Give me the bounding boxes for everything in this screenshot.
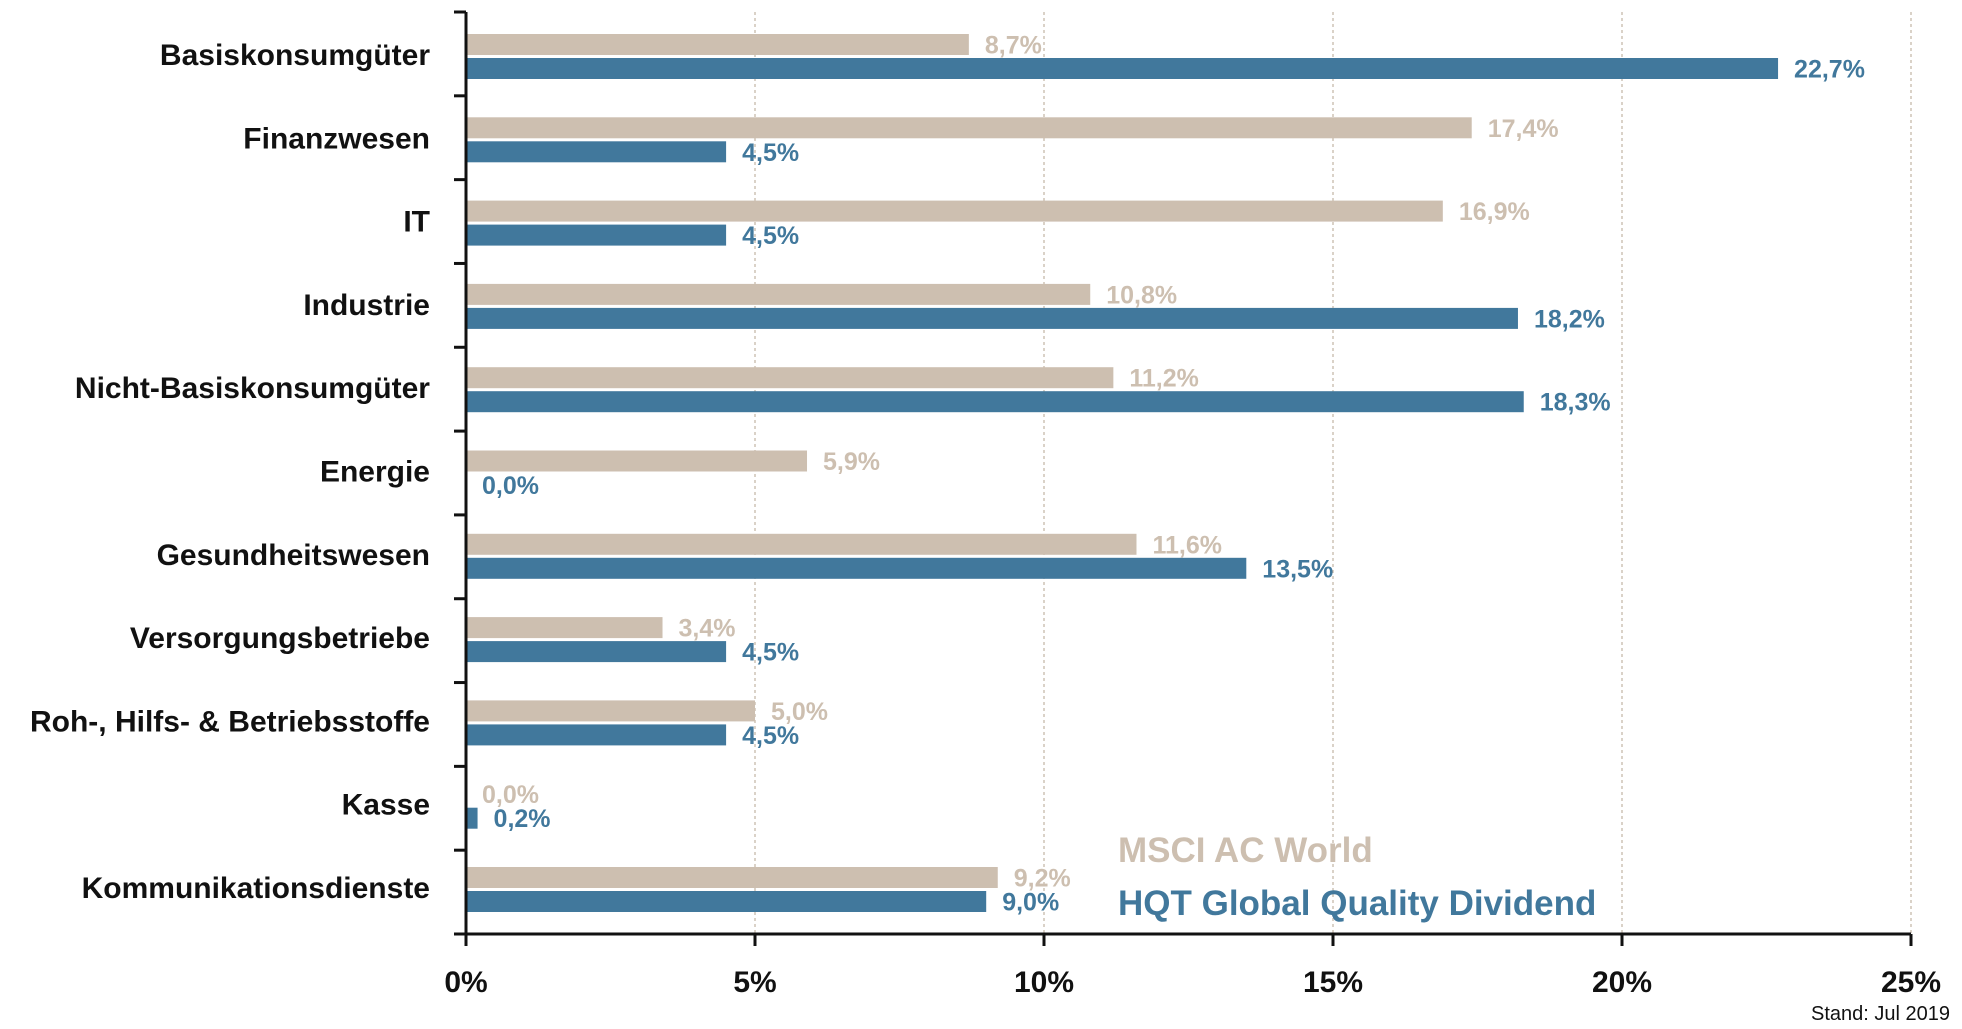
x-tick-label: 10% [1014, 966, 1074, 999]
footnote-date: Stand: Jul 2019 [1811, 1003, 1950, 1025]
grid-lines [754, 12, 1912, 934]
legend: MSCI AC World HQT Global Quality Dividen… [1118, 831, 1596, 923]
category-labels: Basiskonsumgüter Finanzwesen IT Industrie Ni… [30, 39, 430, 905]
value-label-hqt-global-quality-dividend-roh-hilfs-and-betriebsstoffe: 4,5% [742, 722, 799, 750]
bars [466, 34, 1779, 912]
category-label-it: IT [403, 206, 430, 239]
bar-hqt-global-quality-dividend-industrie [466, 307, 1518, 329]
value-label-hqt-global-quality-dividend-kasse: 0,2% [494, 805, 551, 833]
value-label-hqt-global-quality-dividend-basiskonsumgueter: 22,7% [1794, 56, 1865, 84]
bar-msci-ac-world-energie [466, 450, 808, 472]
bar-hqt-global-quality-dividend-kasse [466, 807, 478, 829]
category-label-energie: Energie [320, 456, 430, 489]
bar-msci-ac-world-finanzwesen [466, 117, 1472, 139]
value-label-hqt-global-quality-dividend-it: 4,5% [742, 222, 799, 250]
bar-msci-ac-world-industrie [466, 283, 1091, 305]
value-label-msci-ac-world-basiskonsumgueter: 8,7% [985, 32, 1042, 60]
value-label-msci-ac-world-kommunikationsdienste: 9,2% [1014, 865, 1071, 893]
category-label-gesundheitswesen: Gesundheitswesen [157, 539, 430, 572]
category-label-kasse: Kasse [342, 789, 430, 822]
x-tick-labels: 0% 5% 10% 15% 20% 25% [444, 966, 1941, 999]
x-tick-label: 5% [733, 966, 776, 999]
category-label-basiskonsumgueter: Basiskonsumgüter [160, 39, 430, 72]
value-label-msci-ac-world-industrie: 10,8% [1106, 281, 1177, 309]
bar-msci-ac-world-it [466, 200, 1443, 222]
bar-hqt-global-quality-dividend-roh-hilfs-and-betriebsstoffe [466, 724, 727, 746]
category-label-kommunikationsdienste: Kommunikationsdienste [82, 872, 430, 905]
value-label-msci-ac-world-roh-hilfs-and-betriebsstoffe: 5,0% [771, 698, 828, 726]
legend-entry-msci-ac-world: MSCI AC World [1118, 831, 1373, 870]
value-label-hqt-global-quality-dividend-industrie: 18,2% [1534, 305, 1605, 333]
value-label-msci-ac-world-gesundheitswesen: 11,6% [1152, 531, 1222, 559]
bar-hqt-global-quality-dividend-it [466, 224, 727, 246]
bar-hqt-global-quality-dividend-finanzwesen [466, 141, 727, 163]
value-label-hqt-global-quality-dividend-nicht-basiskonsumgueter: 18,3% [1540, 389, 1611, 417]
value-label-msci-ac-world-energie: 5,9% [823, 448, 880, 476]
value-label-msci-ac-world-versorgungsbetriebe: 3,4% [679, 615, 736, 643]
bar-msci-ac-world-kommunikationsdienste [466, 867, 998, 888]
bar-msci-ac-world-roh-hilfs-and-betriebsstoffe [466, 700, 755, 722]
category-label-finanzwesen: Finanzwesen [243, 122, 430, 155]
bar-msci-ac-world-versorgungsbetriebe [466, 617, 663, 639]
value-label-hqt-global-quality-dividend-energie: 0,0% [482, 472, 539, 500]
category-label-industrie: Industrie [303, 289, 430, 322]
value-label-msci-ac-world-kasse: 0,0% [482, 781, 539, 809]
x-tick-label: 20% [1592, 966, 1652, 999]
bar-hqt-global-quality-dividend-versorgungsbetriebe [466, 641, 727, 663]
bar-msci-ac-world-gesundheitswesen [466, 533, 1137, 555]
value-label-msci-ac-world-finanzwesen: 17,4% [1488, 115, 1559, 143]
bar-hqt-global-quality-dividend-basiskonsumgueter [466, 58, 1779, 79]
x-tick-label: 15% [1303, 966, 1363, 999]
value-labels: 8,7% 22,7% 17,4% 4,5% 16,9% 4,5% 10,8% 18,2% 11,… [482, 32, 1865, 917]
legend-entry-hqt-global-quality-dividend: HQT Global Quality Dividend [1118, 884, 1596, 923]
value-label-msci-ac-world-it: 16,9% [1459, 198, 1530, 226]
axes [454, 10, 1913, 946]
category-label-versorgungsbetriebe: Versorgungsbetriebe [130, 622, 430, 655]
bar-hqt-global-quality-dividend-nicht-basiskonsumgueter [466, 391, 1524, 413]
category-label-nicht-basiskonsumgueter: Nicht-Basiskonsumgüter [75, 372, 430, 405]
bar-msci-ac-world-nicht-basiskonsumgueter [466, 367, 1114, 389]
value-label-msci-ac-world-nicht-basiskonsumgueter: 11,2% [1129, 365, 1199, 393]
bar-hqt-global-quality-dividend-kommunikationsdienste [466, 891, 987, 912]
value-label-hqt-global-quality-dividend-finanzwesen: 4,5% [742, 139, 799, 167]
value-label-hqt-global-quality-dividend-versorgungsbetriebe: 4,5% [742, 639, 799, 667]
x-tick-label: 25% [1881, 966, 1941, 999]
bar-msci-ac-world-basiskonsumgueter [466, 34, 969, 55]
value-label-hqt-global-quality-dividend-gesundheitswesen: 13,5% [1262, 555, 1333, 583]
value-label-hqt-global-quality-dividend-kommunikationsdienste: 9,0% [1002, 889, 1059, 917]
x-tick-label: 0% [444, 966, 487, 999]
category-label-roh-hilfs-and-betriebsstoffe: Roh-, Hilfs- & Betriebsstoffe [30, 705, 430, 738]
bar-hqt-global-quality-dividend-gesundheitswesen [466, 557, 1247, 579]
